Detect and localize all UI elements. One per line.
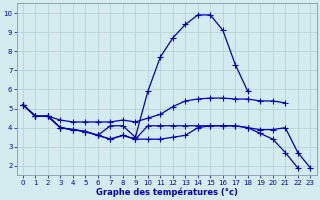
- X-axis label: Graphe des températures (°c): Graphe des températures (°c): [96, 187, 237, 197]
